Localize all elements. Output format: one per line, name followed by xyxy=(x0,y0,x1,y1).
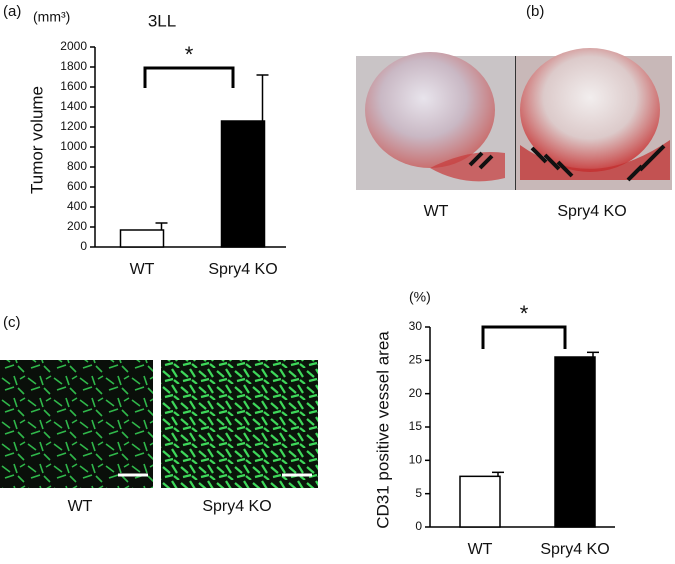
bar xyxy=(459,475,501,528)
y-tick-label: 30 xyxy=(409,319,423,333)
chart-title: 3LL xyxy=(148,11,176,30)
photo-ko xyxy=(161,360,318,488)
photo-wt xyxy=(0,360,153,488)
significance-bracket xyxy=(481,325,567,349)
y-unit: (mm³) xyxy=(33,9,70,25)
y-tick-label: 2000 xyxy=(60,39,87,53)
y-tick-label: 20 xyxy=(409,386,423,400)
photo-ko xyxy=(516,48,672,190)
photo-caption: Spry4 KO xyxy=(202,498,271,515)
y-tick-label: 25 xyxy=(409,353,423,367)
y-tick-label: 400 xyxy=(67,199,87,213)
y-tick-label: 15 xyxy=(409,419,423,433)
photo-caption: WT xyxy=(68,498,93,515)
x-tick-label: WT xyxy=(130,261,155,278)
y-tick-label: 1200 xyxy=(60,119,87,133)
y-tick-label: 200 xyxy=(67,219,87,233)
y-tick-label: 1400 xyxy=(60,99,87,113)
panel-label: (b) xyxy=(526,3,544,20)
bar xyxy=(554,356,596,528)
y-tick-label: 0 xyxy=(415,519,422,533)
y-axis-label: Tumor volume xyxy=(27,86,46,194)
y-tick-label: 600 xyxy=(67,179,87,193)
panel-label: (a) xyxy=(3,3,21,20)
y-axis-label: CD31 positive vessel area xyxy=(373,331,392,529)
bar xyxy=(119,229,165,248)
y-unit: (%) xyxy=(409,289,431,305)
significance-mark: * xyxy=(520,301,529,326)
bar xyxy=(220,120,266,248)
photo-caption: WT xyxy=(424,203,449,220)
y-tick-label: 0 xyxy=(80,239,87,253)
y-tick-label: 5 xyxy=(415,486,422,500)
y-tick-label: 1600 xyxy=(60,79,87,93)
y-tick-label: 10 xyxy=(409,453,423,467)
y-tick-label: 800 xyxy=(67,159,87,173)
panel-label: (c) xyxy=(3,314,21,331)
photo-caption: Spry4 KO xyxy=(557,203,626,220)
significance-mark: * xyxy=(185,42,194,67)
y-tick-label: 1800 xyxy=(60,59,87,73)
x-tick-label: WT xyxy=(468,541,493,558)
y-tick-label: 1000 xyxy=(60,139,87,153)
photo-wt xyxy=(356,52,515,190)
x-tick-label: Spry4 KO xyxy=(540,541,609,558)
significance-bracket xyxy=(143,66,235,88)
x-tick-label: Spry4 KO xyxy=(208,261,277,278)
